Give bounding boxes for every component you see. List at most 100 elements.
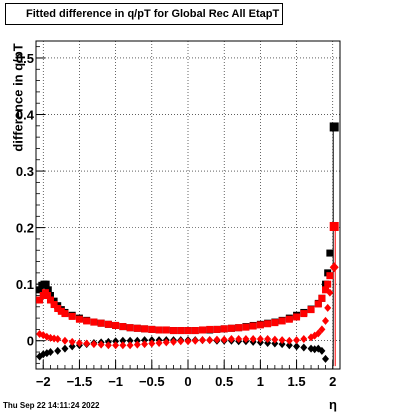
data-point-diamond — [314, 329, 322, 338]
data-point-diamond — [46, 348, 54, 357]
data-point-square — [104, 320, 112, 328]
data-point-square — [83, 317, 91, 325]
data-point-diamond — [198, 336, 206, 345]
data-point-diamond — [293, 342, 301, 351]
data-point-square — [264, 320, 272, 328]
data-point-diamond — [329, 262, 339, 273]
data-point-square — [322, 286, 330, 294]
data-point-diamond — [68, 337, 76, 346]
x-axis-label: η — [329, 397, 337, 412]
data-point-diamond — [318, 325, 326, 334]
tick-labels: −2 −1.5 −1 −0.5 0 0.5 1 1.5 2 0 0.1 0.2 0.3 0.4 0.5 — [16, 51, 336, 389]
data-point-square — [162, 326, 170, 334]
data-point-diamond — [162, 338, 170, 347]
data-point-diamond — [242, 335, 250, 344]
x-tick-label: −2 — [36, 374, 51, 389]
data-point-diamond — [256, 335, 264, 344]
data-point-diamond — [271, 335, 279, 344]
data-point-diamond — [155, 338, 163, 347]
axis-ticks — [35, 46, 341, 369]
data-point-diamond — [112, 341, 120, 350]
data-point-square — [326, 249, 334, 257]
x-tick-label: 0 — [184, 374, 191, 389]
data-point-square — [235, 324, 243, 332]
data-point-square — [46, 296, 54, 304]
data-point-square — [213, 325, 221, 333]
data-point-square — [285, 315, 293, 323]
data-point-square — [329, 122, 339, 132]
data-point-square — [227, 324, 235, 332]
data-point-square — [177, 327, 185, 335]
data-point-diamond — [318, 346, 326, 355]
data-point-square — [97, 319, 105, 327]
data-point-square — [318, 294, 326, 302]
data-point-square — [90, 318, 98, 326]
data-point-square — [184, 327, 192, 335]
data-point-diamond — [141, 340, 149, 349]
data-point-diamond — [68, 342, 76, 351]
data-point-square — [326, 272, 334, 280]
data-point-diamond — [278, 336, 286, 345]
data-point-diamond — [90, 340, 98, 349]
data-point-diamond — [324, 303, 332, 312]
data-point-square — [75, 315, 83, 323]
timestamp-footer: Thu Sep 22 14:11:24 2022 — [3, 401, 100, 410]
data-point-square — [314, 300, 322, 308]
data-point-diamond — [170, 337, 178, 346]
data-point-diamond — [293, 336, 301, 345]
data-point-diamond — [235, 335, 243, 344]
data-point-diamond — [249, 335, 257, 344]
data-point-diamond — [61, 344, 69, 353]
data-point-square — [68, 312, 76, 320]
data-point-diamond — [191, 336, 199, 345]
data-point-square — [191, 327, 199, 335]
data-point-diamond — [206, 336, 214, 345]
data-point-square — [242, 323, 250, 331]
data-point-square — [198, 326, 206, 334]
data-point-square — [256, 321, 264, 329]
chart-title-text: Fitted difference in q/pT for Global Rec… — [26, 8, 280, 20]
data-point-square — [112, 321, 120, 329]
data-point-square — [133, 324, 141, 332]
x-tick-label: −1.5 — [67, 374, 93, 389]
data-point-square — [155, 326, 163, 334]
data-point-diamond — [119, 341, 127, 350]
data-point-square — [54, 304, 62, 312]
data-markers — [36, 122, 339, 367]
data-point-diamond — [133, 340, 141, 349]
data-point-square — [119, 323, 127, 331]
data-point-diamond — [285, 341, 293, 350]
data-point-square — [170, 327, 178, 335]
data-point-diamond — [119, 336, 127, 345]
data-point-square — [324, 280, 332, 288]
data-point-diamond — [227, 335, 235, 344]
x-tick-label: −1 — [108, 374, 123, 389]
data-point-square — [44, 291, 52, 299]
data-point-square — [42, 280, 50, 288]
data-point-square — [57, 307, 65, 315]
data-point-square — [50, 301, 58, 309]
data-point-diamond — [75, 338, 83, 347]
data-point-square — [148, 325, 156, 333]
data-point-square — [141, 325, 149, 333]
data-point-diamond — [285, 336, 293, 345]
data-point-diamond — [126, 336, 134, 345]
y-tick-label: 0 — [27, 334, 34, 349]
data-point-square — [329, 221, 339, 231]
data-point-diamond — [322, 354, 330, 363]
data-point-diamond — [220, 335, 228, 344]
data-point-square — [61, 310, 69, 318]
data-point-diamond — [184, 337, 192, 346]
data-point-diamond — [264, 335, 272, 344]
x-tick-label: 2 — [329, 374, 336, 389]
data-point-square — [307, 306, 315, 314]
data-point-square — [220, 325, 228, 333]
data-point-diamond — [54, 335, 62, 344]
data-point-square — [278, 317, 286, 325]
x-tick-label: 0.5 — [215, 374, 233, 389]
x-tick-label: 1 — [257, 374, 264, 389]
data-point-square — [271, 319, 279, 327]
data-point-square — [249, 322, 257, 330]
y-tick-label: 0.4 — [16, 108, 35, 123]
